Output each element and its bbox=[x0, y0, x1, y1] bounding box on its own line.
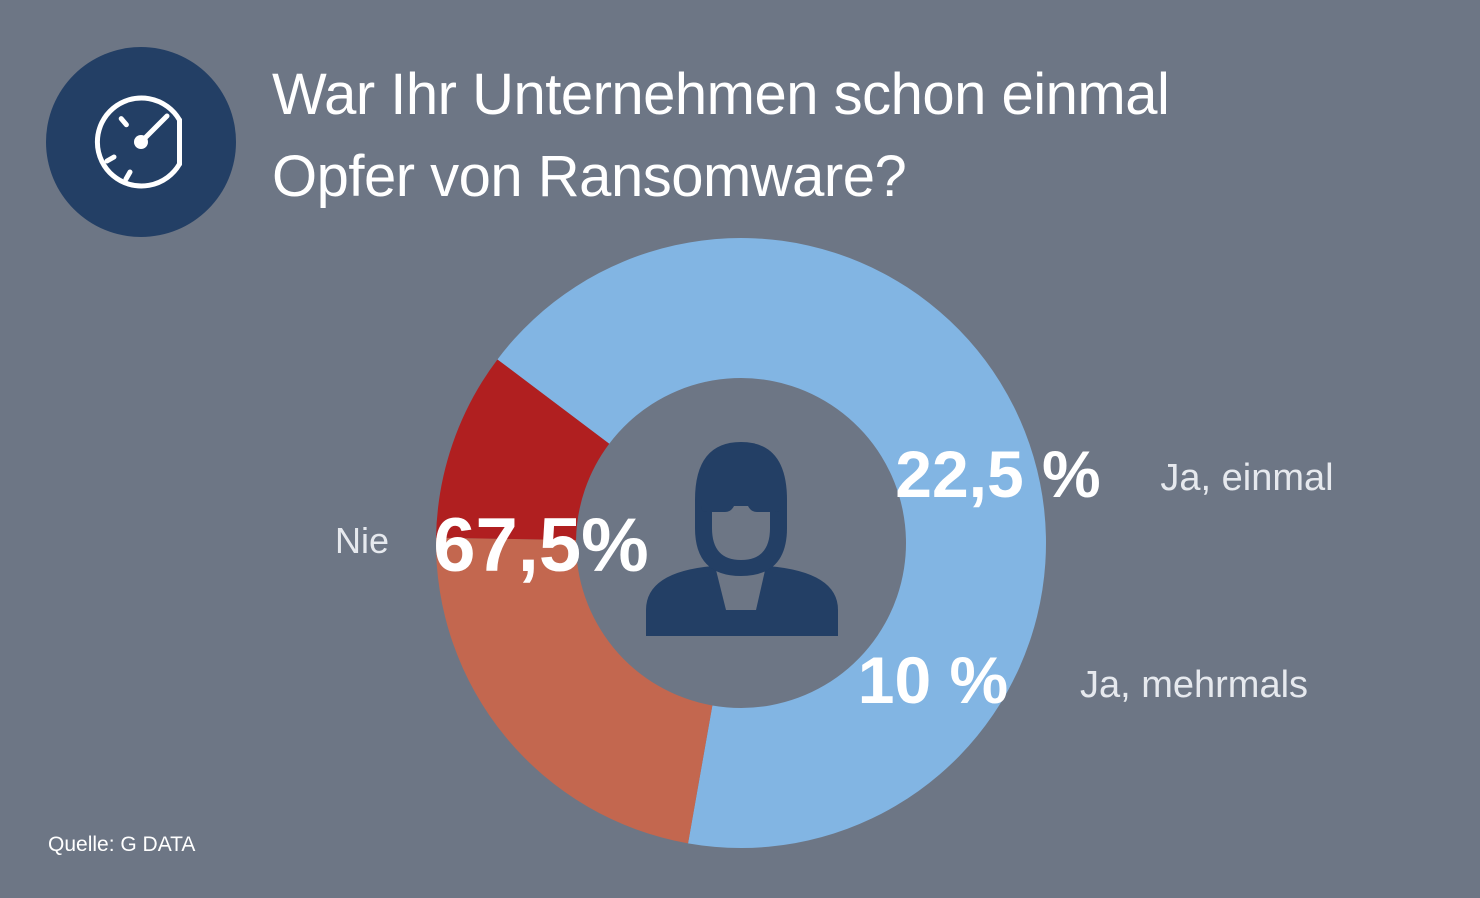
slice-nie bbox=[497, 238, 1047, 849]
slice-value-ja-mehrmals: 10 % bbox=[858, 643, 1008, 717]
speedometer-badge bbox=[46, 47, 236, 237]
slice-label-ja-einmal: Ja, einmal bbox=[1160, 457, 1333, 499]
slice-label-ja-mehrmals: Ja, mehrmals bbox=[1080, 664, 1308, 706]
slice-value-ja-einmal: 22,5 % bbox=[895, 437, 1100, 511]
title-line-2: Opfer von Ransomware? bbox=[272, 144, 907, 209]
source-note: Quelle: G DATA bbox=[48, 833, 196, 856]
slice-value-nie: 67,5% bbox=[433, 503, 649, 588]
slice-label-nie: Nie bbox=[335, 520, 389, 561]
speedometer-icon bbox=[94, 95, 182, 189]
slice-ja-mehrmals bbox=[436, 359, 610, 541]
page-title: War Ihr Unternehmen schon einmal Opfer v… bbox=[272, 54, 1422, 218]
title-line-1: War Ihr Unternehmen schon einmal bbox=[272, 62, 1170, 127]
slice-ja-einmal bbox=[436, 537, 713, 844]
hacker-icon bbox=[646, 442, 838, 636]
